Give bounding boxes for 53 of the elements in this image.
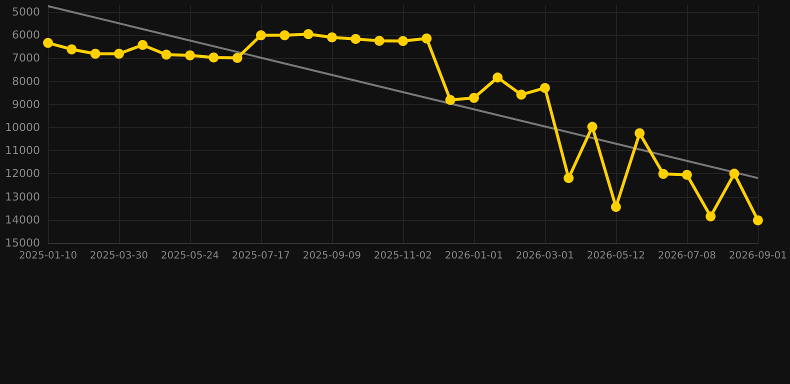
- point: [516, 90, 526, 100]
- point: [350, 34, 361, 44]
- x-tick-label: 2026-07-08: [658, 250, 716, 262]
- x-tick-label: 2025-11-02: [374, 250, 432, 262]
- point: [729, 168, 740, 179]
- point: [706, 211, 716, 222]
- point: [326, 32, 337, 42]
- point: [374, 36, 384, 46]
- point: [468, 92, 479, 103]
- point: [161, 50, 172, 60]
- point: [658, 168, 668, 179]
- x-tick-label: 2025-03-30: [90, 250, 148, 262]
- point: [66, 44, 77, 54]
- point: [634, 128, 645, 138]
- point: [114, 48, 124, 59]
- point: [445, 94, 456, 105]
- x-tick-label: 2025-01-10: [18, 250, 78, 262]
- x-tick-label: 2025-09-09: [302, 250, 362, 262]
- x-tick-label: 2026-09-01: [728, 250, 788, 262]
- point: [752, 215, 763, 226]
- point: [256, 30, 266, 40]
- point: [682, 170, 692, 180]
- point: [587, 122, 598, 132]
- point: [610, 202, 621, 212]
- point: [280, 30, 290, 40]
- point: [540, 82, 550, 93]
- point: [43, 38, 53, 48]
- y-tick-label: 13000: [5, 190, 40, 204]
- point: [138, 40, 148, 50]
- point: [185, 50, 195, 60]
- y-tick-label: 5000: [12, 5, 40, 18]
- x-tick-label: 2025-07-17: [232, 250, 290, 262]
- x-tick-label: 2025-05-24: [160, 250, 220, 262]
- x-tick-label: 2026-05-12: [586, 250, 646, 262]
- x-tick-label: 2026-01-01: [444, 250, 504, 262]
- y-tick-label: 8000: [12, 74, 40, 88]
- y-tick-label: 15000: [5, 236, 40, 250]
- y-tick-label: 10000: [5, 120, 40, 134]
- y-tick-label: 7000: [12, 52, 40, 65]
- point: [90, 48, 100, 59]
- y-tick-label: 12000: [5, 167, 40, 180]
- point: [422, 34, 432, 44]
- point: [492, 72, 503, 83]
- x-tick-label: 2026-03-01: [516, 250, 574, 262]
- y-tick-label: 11000: [5, 144, 40, 158]
- point: [398, 36, 408, 46]
- point: [208, 52, 219, 62]
- y-tick-label: 14000: [5, 213, 40, 226]
- point: [303, 29, 314, 40]
- point: [232, 52, 242, 63]
- point: [564, 173, 574, 184]
- y-tick-label: 9000: [12, 98, 40, 111]
- y-tick-label: 6000: [12, 28, 40, 42]
